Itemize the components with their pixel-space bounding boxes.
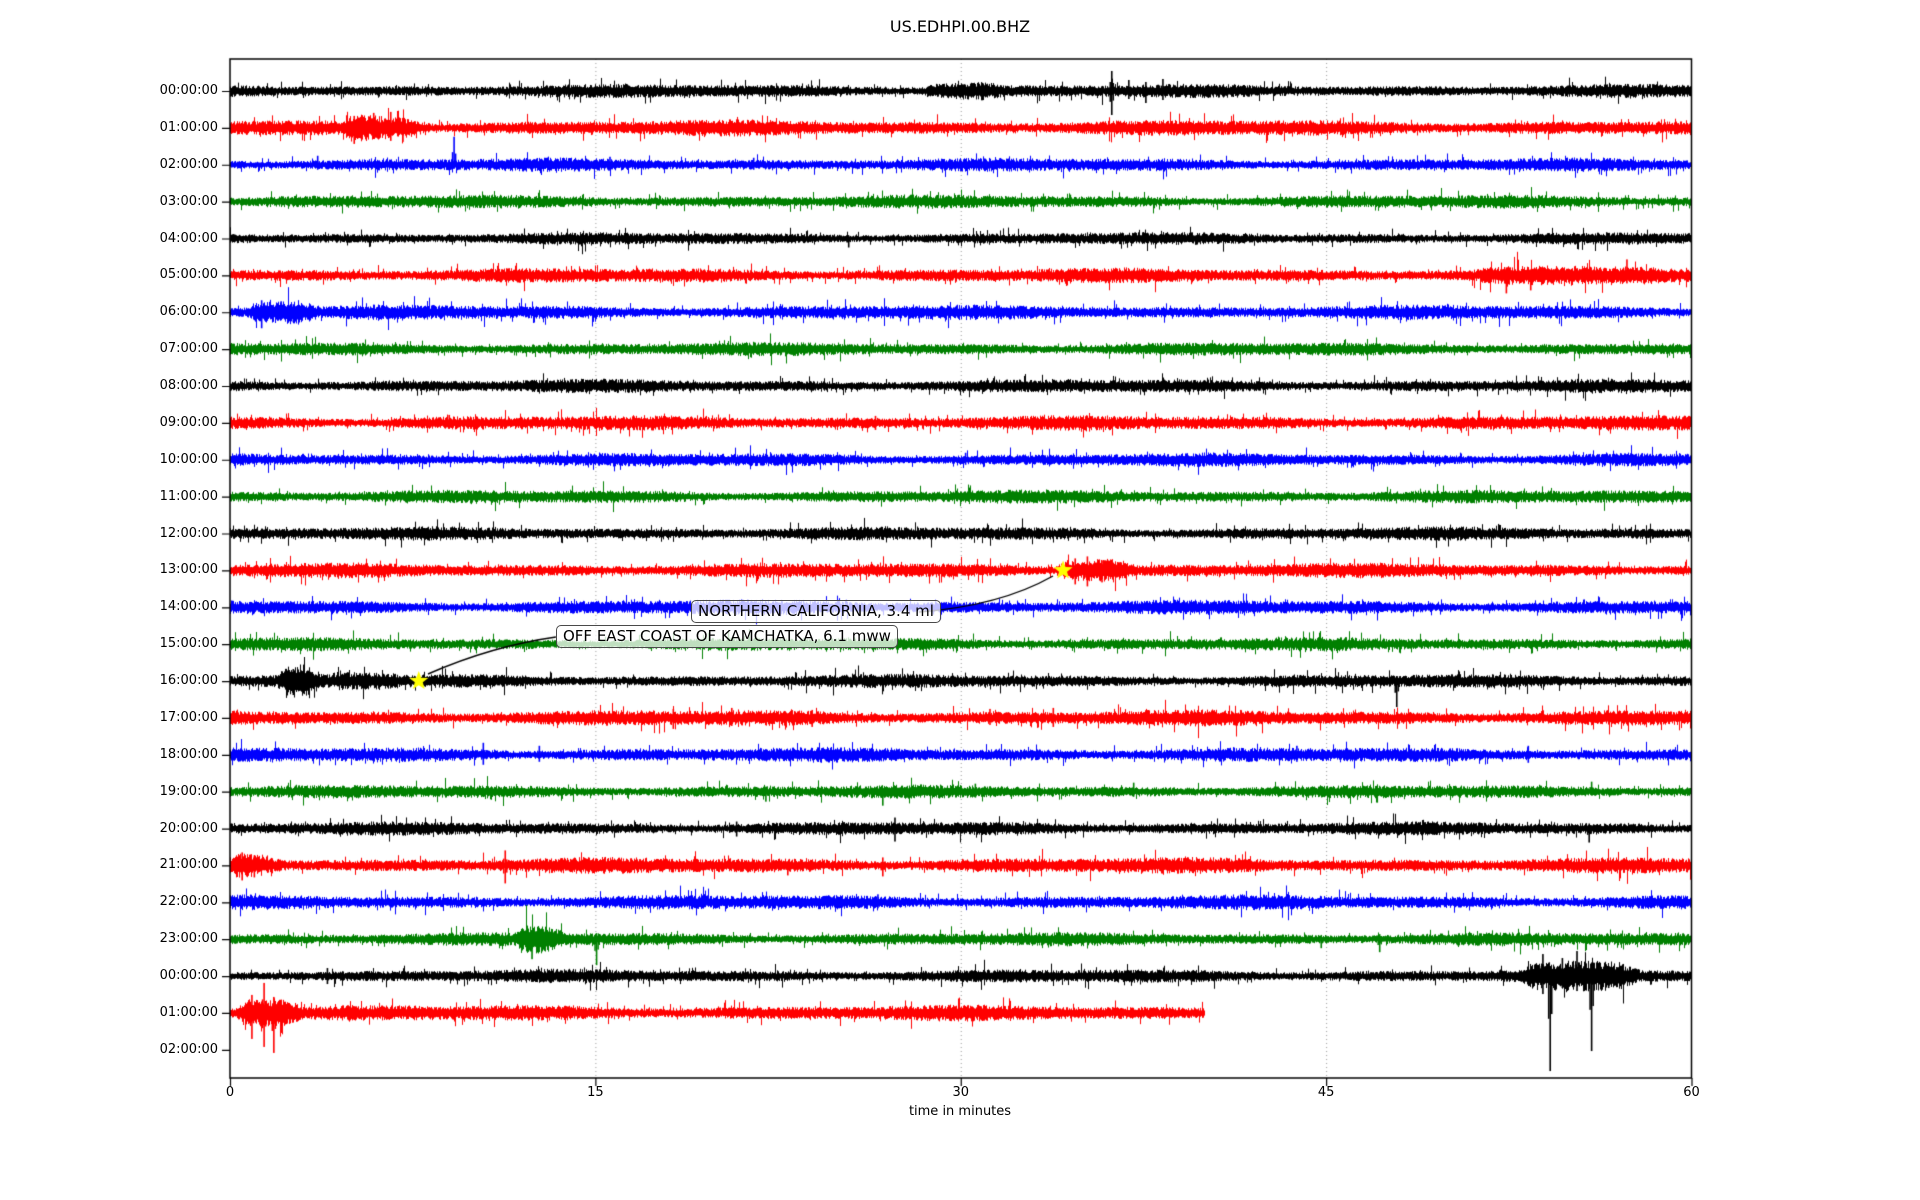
y-axis-label: 13:00:00 [159, 562, 218, 578]
y-axis-label: 10:00:00 [159, 451, 218, 467]
y-axis-label: 00:00:00 [159, 83, 218, 98]
y-axis-label: 16:00:00 [159, 673, 218, 689]
x-axis-tick-label: 15 [587, 1085, 604, 1100]
y-axis-label: 14:00:00 [159, 599, 218, 615]
y-axis-label: 02:00:00 [159, 1041, 218, 1057]
y-axis-label: 20:00:00 [159, 820, 218, 836]
y-axis-label: 02:00:00 [159, 156, 218, 172]
chart-title: US.EDHPI.00.BHZ [889, 17, 1031, 36]
y-axis-label: 19:00:00 [159, 783, 218, 799]
y-axis-label: 18:00:00 [159, 746, 218, 762]
x-axis-tick-label: 45 [1317, 1085, 1335, 1100]
x-axis-tick-label: 0 [225, 1085, 235, 1100]
y-axis-label: 15:00:00 [159, 636, 218, 652]
y-axis-label: 22:00:00 [159, 894, 218, 910]
y-axis-label: 03:00:00 [159, 193, 218, 209]
y-axis-label: 04:00:00 [159, 230, 218, 246]
x-axis-tick-label: 30 [952, 1085, 970, 1100]
annotation-northern-california: NORTHERN CALIFORNIA, 3.4 ml [691, 600, 941, 623]
x-axis-tick-label: 60 [1683, 1085, 1700, 1100]
y-axis-label: 08:00:00 [159, 378, 218, 394]
y-axis-label: 05:00:00 [159, 267, 218, 283]
y-axis-label: 00:00:00 [159, 968, 218, 984]
y-axis-label: 23:00:00 [159, 931, 218, 947]
x-axis-title: time in minutes [908, 1104, 1012, 1119]
y-axis-label: 07:00:00 [159, 341, 218, 357]
y-axis-label: 09:00:00 [159, 414, 218, 430]
y-axis-label: 21:00:00 [159, 857, 218, 873]
y-axis-label: 06:00:00 [159, 304, 218, 320]
y-axis-label: 12:00:00 [159, 525, 218, 541]
annotation-kamchatka: OFF EAST COAST OF KAMCHATKA, 6.1 mww [556, 625, 898, 648]
y-axis-label: 17:00:00 [159, 709, 218, 725]
y-axis-label: 01:00:00 [159, 1004, 218, 1020]
y-axis-label: 01:00:00 [159, 119, 218, 135]
y-axis-label: 11:00:00 [159, 488, 218, 504]
